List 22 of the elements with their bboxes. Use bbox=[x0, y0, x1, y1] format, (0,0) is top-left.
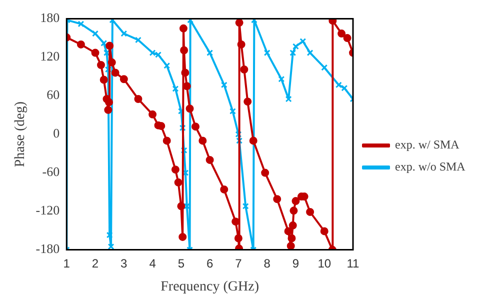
x-tick-label: 6 bbox=[206, 256, 214, 270]
x-tick-label: 4 bbox=[149, 256, 156, 270]
y-tick-label: 180 bbox=[40, 10, 60, 26]
y-axis-title: Phase (deg) bbox=[13, 101, 28, 168]
y-tick-label: -120 bbox=[36, 202, 60, 218]
x-tick-label: 8 bbox=[264, 256, 271, 270]
x-tick-label: 9 bbox=[292, 256, 300, 270]
y-tick-label: 0 bbox=[53, 126, 60, 141]
y-tick-label: -180 bbox=[36, 241, 60, 256]
y-tick-label: -60 bbox=[42, 164, 60, 180]
x-tick-label: 1 bbox=[63, 256, 70, 270]
x-tick-label: 11 bbox=[346, 256, 360, 270]
y-tick-label: 60 bbox=[46, 87, 60, 102]
x-tick-label: 5 bbox=[178, 256, 185, 270]
x-tick-label: 3 bbox=[120, 256, 128, 270]
x-axis-title: Frequency (GHz) bbox=[160, 279, 260, 294]
x-tick-label: 2 bbox=[92, 256, 99, 270]
legend-label: exp. w/o SMA bbox=[395, 160, 466, 174]
x-tick-label: 7 bbox=[235, 256, 242, 270]
x-tick-label: 10 bbox=[318, 256, 332, 270]
y-tick-label: 120 bbox=[40, 48, 60, 64]
legend-label: exp. w/ SMA bbox=[395, 138, 460, 152]
